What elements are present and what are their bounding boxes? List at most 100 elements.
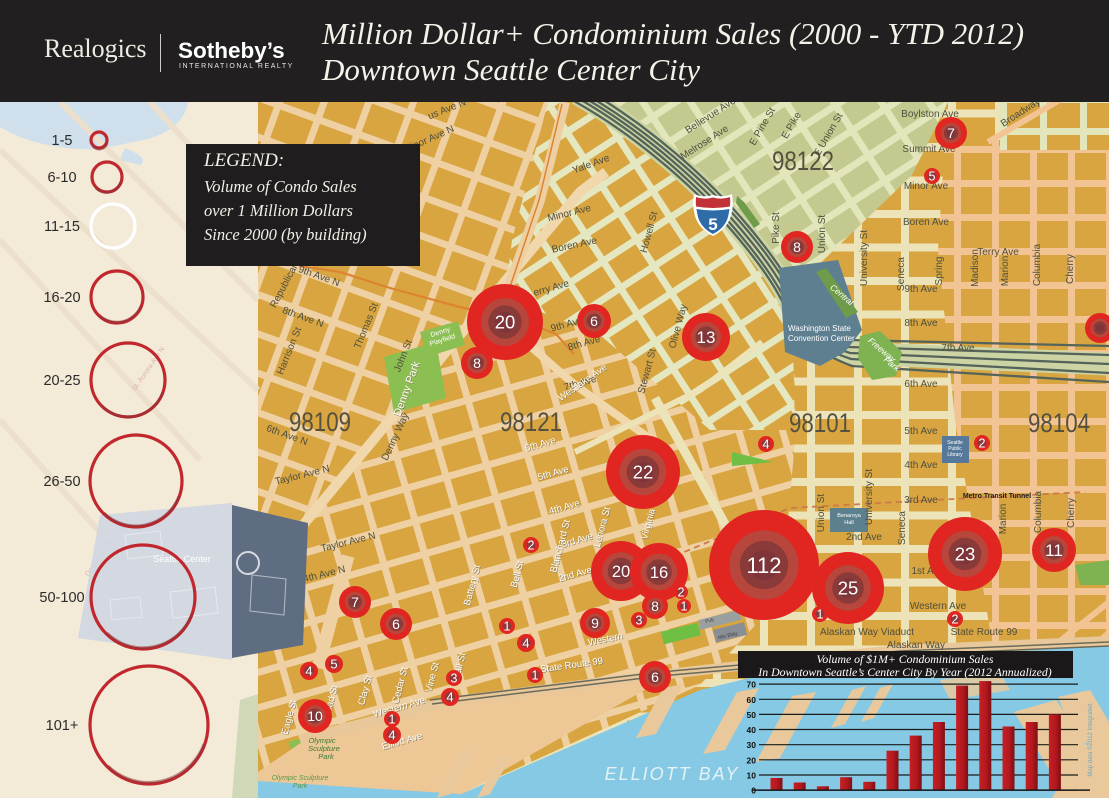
svg-text:26-50: 26-50 — [43, 474, 80, 490]
svg-text:State Route 99: State Route 99 — [951, 627, 1018, 638]
svg-text:8: 8 — [793, 239, 801, 255]
svg-text:Pike St: Pike St — [771, 212, 782, 244]
svg-text:Benaroya: Benaroya — [837, 513, 861, 519]
svg-text:5th Ave: 5th Ave — [904, 426, 938, 437]
svg-text:6-10: 6-10 — [47, 170, 76, 186]
svg-text:5: 5 — [330, 657, 337, 672]
svg-text:2: 2 — [979, 437, 986, 451]
svg-text:98122: 98122 — [772, 146, 834, 176]
svg-text:13: 13 — [697, 328, 716, 347]
svg-text:7: 7 — [947, 125, 955, 141]
svg-text:Seattle: Seattle — [947, 440, 963, 446]
svg-text:University St: University St — [864, 469, 875, 525]
svg-text:98109: 98109 — [289, 407, 351, 437]
svg-text:Columbia: Columbia — [1033, 490, 1044, 533]
svg-text:1st Av: 1st Av — [911, 566, 938, 577]
svg-text:LEGEND:: LEGEND: — [203, 150, 284, 171]
svg-text:112: 112 — [746, 553, 781, 578]
svg-text:2: 2 — [678, 586, 685, 600]
svg-text:Cherry: Cherry — [1065, 254, 1076, 284]
svg-text:1: 1 — [817, 608, 824, 622]
svg-text:9: 9 — [591, 615, 599, 631]
svg-text:Metro Transit Tunnel: Metro Transit Tunnel — [963, 493, 1031, 500]
svg-text:Union St: Union St — [816, 494, 827, 533]
svg-text:3: 3 — [636, 614, 643, 628]
svg-text:1-5: 1-5 — [52, 133, 73, 149]
svg-text:16: 16 — [650, 564, 668, 582]
svg-text:Seneca: Seneca — [896, 257, 907, 291]
svg-text:Park: Park — [318, 752, 335, 761]
svg-text:50: 50 — [747, 710, 757, 720]
svg-text:1: 1 — [681, 600, 688, 614]
svg-text:Madison: Madison — [970, 249, 981, 287]
svg-text:Boren Ave: Boren Ave — [903, 217, 949, 228]
svg-text:Park: Park — [293, 783, 308, 790]
svg-text:Boylston Ave: Boylston Ave — [901, 109, 959, 120]
svg-text:101+: 101+ — [46, 718, 79, 734]
svg-text:3: 3 — [451, 672, 458, 686]
svg-text:Cherry: Cherry — [1066, 498, 1077, 528]
svg-text:Marion: Marion — [1000, 256, 1011, 287]
svg-text:8th Ave: 8th Ave — [904, 318, 938, 329]
svg-text:20: 20 — [747, 755, 757, 765]
svg-text:over 1 Million Dollars: over 1 Million Dollars — [204, 201, 353, 220]
svg-text:Library: Library — [947, 452, 963, 458]
svg-text:40: 40 — [747, 725, 757, 735]
svg-text:Sculpture: Sculpture — [308, 744, 340, 753]
svg-text:Columbia: Columbia — [1032, 243, 1043, 286]
svg-text:6: 6 — [651, 669, 659, 685]
svg-text:70: 70 — [747, 680, 757, 690]
svg-text:Pub: Pub — [705, 617, 715, 625]
svg-text:Olympic Sculpture: Olympic Sculpture — [272, 775, 329, 782]
svg-text:16-20: 16-20 — [43, 290, 80, 306]
svg-text:8: 8 — [651, 598, 659, 614]
svg-text:6: 6 — [392, 616, 400, 632]
svg-text:Hall: Hall — [844, 520, 853, 526]
svg-text:7th Ave: 7th Ave — [941, 343, 975, 354]
svg-text:10: 10 — [747, 771, 757, 781]
svg-text:20: 20 — [612, 563, 630, 581]
svg-text:30: 30 — [747, 740, 757, 750]
svg-text:ELLIOTT BAY: ELLIOTT BAY — [605, 764, 740, 784]
svg-text:Seattle Center: Seattle Center — [153, 554, 211, 564]
svg-text:In Downtown Seattle’s Center C: In Downtown Seattle’s Center City By Yea… — [757, 665, 1051, 679]
svg-text:11-15: 11-15 — [44, 219, 80, 235]
svg-text:4: 4 — [522, 636, 529, 651]
svg-text:Volume of $1M+ Condominium Sal: Volume of $1M+ Condominium Sales — [816, 652, 993, 666]
svg-text:22: 22 — [633, 462, 654, 483]
svg-text:Western Ave: Western Ave — [910, 601, 967, 612]
svg-text:Map data ©2012 Integrated: Map data ©2012 Integrated — [1087, 703, 1094, 776]
svg-text:20-25: 20-25 — [43, 373, 80, 389]
svg-text:1: 1 — [532, 669, 539, 683]
svg-text:Public: Public — [948, 446, 962, 452]
svg-text:6th Ave: 6th Ave — [904, 379, 938, 390]
svg-text:Union St: Union St — [817, 215, 828, 254]
svg-text:1: 1 — [504, 620, 511, 634]
svg-text:4: 4 — [305, 664, 312, 679]
svg-text:98104: 98104 — [1028, 408, 1090, 438]
svg-text:Washington State: Washington State — [788, 324, 851, 333]
svg-text:University St: University St — [859, 230, 870, 286]
svg-text:Minor Ave: Minor Ave — [904, 181, 949, 192]
svg-text:Alaskan Way: Alaskan Way — [887, 640, 945, 651]
svg-text:23: 23 — [955, 544, 976, 565]
svg-text:25: 25 — [838, 578, 859, 599]
svg-text:7: 7 — [351, 594, 359, 610]
svg-text:Terry Ave: Terry Ave — [977, 247, 1019, 258]
svg-text:Marion: Marion — [998, 504, 1009, 535]
svg-text:1: 1 — [389, 713, 396, 727]
svg-text:4: 4 — [388, 728, 395, 743]
svg-text:Olympic: Olympic — [308, 736, 335, 745]
svg-text:2: 2 — [952, 613, 959, 627]
svg-text:11: 11 — [1045, 541, 1063, 560]
svg-text:4: 4 — [763, 438, 770, 452]
svg-text:50-100: 50-100 — [39, 590, 84, 606]
svg-text:3rd Ave: 3rd Ave — [904, 495, 938, 506]
svg-text:9th Ave: 9th Ave — [904, 284, 938, 295]
svg-text:Seneca: Seneca — [897, 511, 908, 545]
svg-text:Alaskan Way Viaduct: Alaskan Way Viaduct — [820, 627, 914, 638]
svg-text:60: 60 — [747, 695, 757, 705]
svg-text:20: 20 — [495, 312, 516, 333]
svg-text:Spring: Spring — [934, 257, 945, 286]
svg-text:2nd Ave: 2nd Ave — [846, 532, 882, 543]
